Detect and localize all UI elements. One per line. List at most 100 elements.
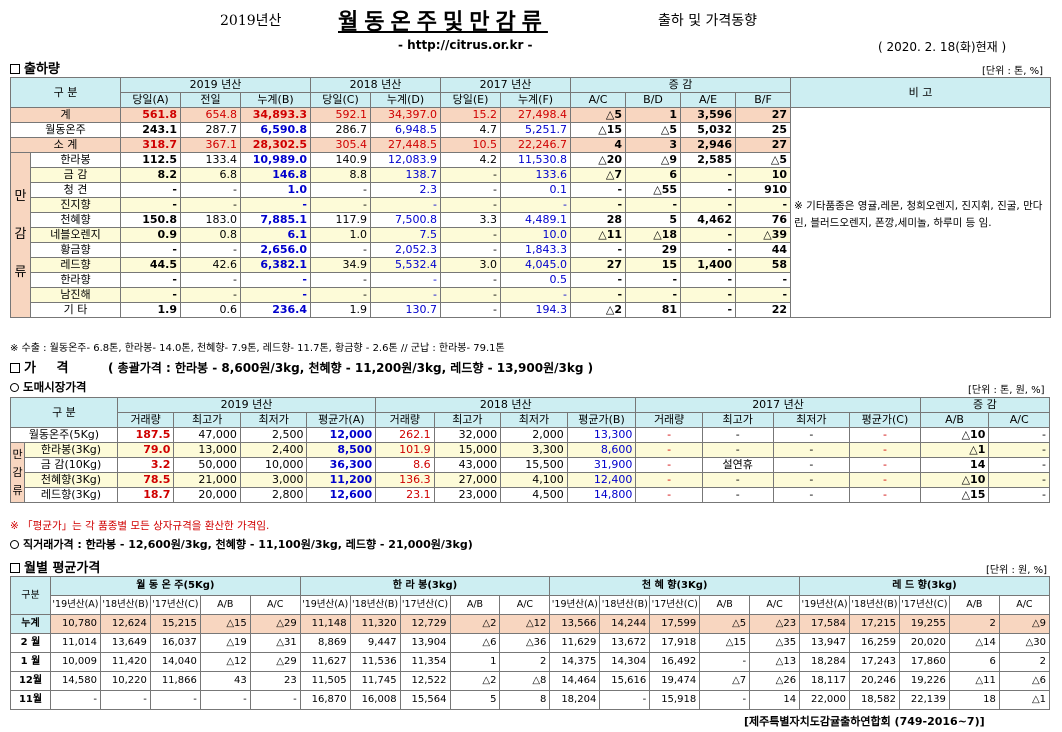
data-cell: 4,489.1 xyxy=(500,212,572,228)
data-cell: - xyxy=(180,242,241,258)
data-cell: 25 xyxy=(735,122,792,138)
checkbox-icon xyxy=(10,363,20,373)
subheader-cell: A/C xyxy=(749,595,801,615)
data-cell: △9 xyxy=(998,614,1051,634)
table-row: 11월 - - - - -16,870 16,008 15,564 5 8 18,204-15,91… xyxy=(10,690,1051,710)
header-2017: 2017 년산 xyxy=(440,77,572,93)
data-cell: - xyxy=(735,287,792,303)
data-cell: - xyxy=(120,272,181,288)
data-cell: △7 xyxy=(699,671,751,691)
data-cell: 22 xyxy=(735,302,792,318)
data-cell: 4.2 xyxy=(440,152,502,168)
data-cell: △5 xyxy=(625,122,682,138)
circle-icon xyxy=(10,540,19,549)
row-label: 황금향 xyxy=(30,242,121,258)
table-row: 월동온주(5Kg) 187.5 47,000 2,500 12,000 262.1 32,0… xyxy=(10,427,1050,443)
data-cell: △29 xyxy=(249,652,301,672)
data-cell: - xyxy=(625,197,682,213)
data-cell: 6 xyxy=(948,652,1000,672)
data-cell: 6,590.8 xyxy=(240,122,311,138)
data-cell: 8.6 xyxy=(375,457,435,473)
data-cell: - xyxy=(635,457,703,473)
data-cell: 17,215 xyxy=(849,614,900,634)
data-cell: 17,918 xyxy=(649,633,701,653)
data-cell: 27,000 xyxy=(433,472,502,488)
table-row: 천혜향(3Kg) 78.5 21,000 3,000 11,200 136.3 27,000… xyxy=(11,472,1050,488)
data-cell: - xyxy=(772,427,851,443)
table-row: 한라향 - - - - - -0.5- - - - xyxy=(11,272,1051,288)
data-cell: △12 xyxy=(199,652,251,672)
header-2017: 2017 년산 xyxy=(635,397,921,413)
subheader-cell: 최고가 xyxy=(433,412,502,428)
data-cell: 31,900 xyxy=(566,457,637,473)
side-char: 만 xyxy=(14,189,27,204)
header-corner: 구분 xyxy=(10,576,51,615)
data-cell: 10,220 xyxy=(99,671,151,691)
subheader-cell: 누계(D) xyxy=(369,92,442,108)
subheader-cell: A/B xyxy=(199,595,251,615)
data-cell: - xyxy=(310,272,371,288)
data-cell: △26 xyxy=(749,671,801,691)
data-cell: 236.4 xyxy=(240,302,311,318)
data-cell: △10 xyxy=(919,472,990,488)
data-cell: - xyxy=(240,287,311,303)
data-cell: 12,000 xyxy=(306,427,377,443)
data-cell: - xyxy=(240,272,311,288)
data-cell: 32,000 xyxy=(433,427,502,443)
data-cell: 1.9 xyxy=(120,302,181,318)
data-cell: 11,354 xyxy=(399,652,451,672)
table-row: 남진해 - - - - - - - - - - - xyxy=(11,287,1051,303)
data-cell: 15,000 xyxy=(433,442,502,458)
subheader-cell: '19년산(A) xyxy=(50,595,101,615)
data-cell: - xyxy=(849,487,921,503)
site-url: - http://citrus.or.kr - xyxy=(398,38,533,52)
data-cell: △31 xyxy=(249,633,301,653)
data-cell: 36,300 xyxy=(306,457,377,473)
data-cell: - xyxy=(772,487,851,503)
row-label: 청 견 xyxy=(30,182,121,198)
data-cell: - xyxy=(680,272,737,288)
data-cell: 14,244 xyxy=(599,614,651,634)
monthly-table: 구분 월 동 온 주(5Kg) 한 라 봉(3kg) 천 혜 향(3Kg) 레 드 향… xyxy=(10,576,1051,710)
data-cell: 11,866 xyxy=(149,671,201,691)
data-cell: - xyxy=(635,427,703,443)
row-label: 레드향(3Kg) xyxy=(24,487,118,503)
data-cell: 34.9 xyxy=(310,257,371,273)
data-cell: △15 xyxy=(919,487,990,503)
monthly-unit: [단위 : 원, %] xyxy=(986,565,1047,576)
row-label: 기 타 xyxy=(30,302,121,318)
subheader-cell: A/B xyxy=(919,412,990,428)
table-row: 12월 14,580 10,220 11,866 43 23 11,505 11,745 12,… xyxy=(10,671,1051,691)
data-cell: 50,000 xyxy=(173,457,241,473)
data-cell: 13,649 xyxy=(99,633,151,653)
data-cell: - xyxy=(310,242,371,258)
data-cell: 79.0 xyxy=(116,442,175,458)
data-cell: 15,616 xyxy=(599,671,651,691)
data-cell: 287.7 xyxy=(180,122,241,138)
data-cell: - xyxy=(440,227,502,243)
data-cell: - xyxy=(680,227,737,243)
data-cell: 22,139 xyxy=(898,690,950,710)
data-cell: 136.3 xyxy=(375,472,435,488)
data-cell: 1,843.3 xyxy=(500,242,572,258)
data-cell: 8.2 xyxy=(120,167,181,183)
data-cell: 12,624 xyxy=(99,614,151,634)
subheader-cell: 당일(A) xyxy=(120,92,181,108)
circle-icon xyxy=(10,383,19,392)
data-cell: 16,259 xyxy=(849,633,900,653)
data-cell: △15 xyxy=(699,633,751,653)
data-cell: 2,585 xyxy=(680,152,737,168)
table-row: 금 감 8.2 6.8 146.8 8.8 138.7-133.6 △7 6-10 xyxy=(11,167,1051,183)
data-cell: 14,464 xyxy=(549,671,601,691)
data-cell: - xyxy=(988,442,1050,458)
data-cell: 1 xyxy=(449,652,501,672)
data-cell: △6 xyxy=(449,633,501,653)
data-cell: 133.6 xyxy=(500,167,572,183)
section-shipment-title: 출하량 xyxy=(10,58,60,77)
data-cell: 43 xyxy=(199,671,251,691)
wholesale-unit: [단위 : 톤, 원, %] xyxy=(968,385,1045,396)
data-cell: 6 xyxy=(625,167,682,183)
data-cell: - xyxy=(440,287,502,303)
data-cell: 3.2 xyxy=(116,457,175,473)
